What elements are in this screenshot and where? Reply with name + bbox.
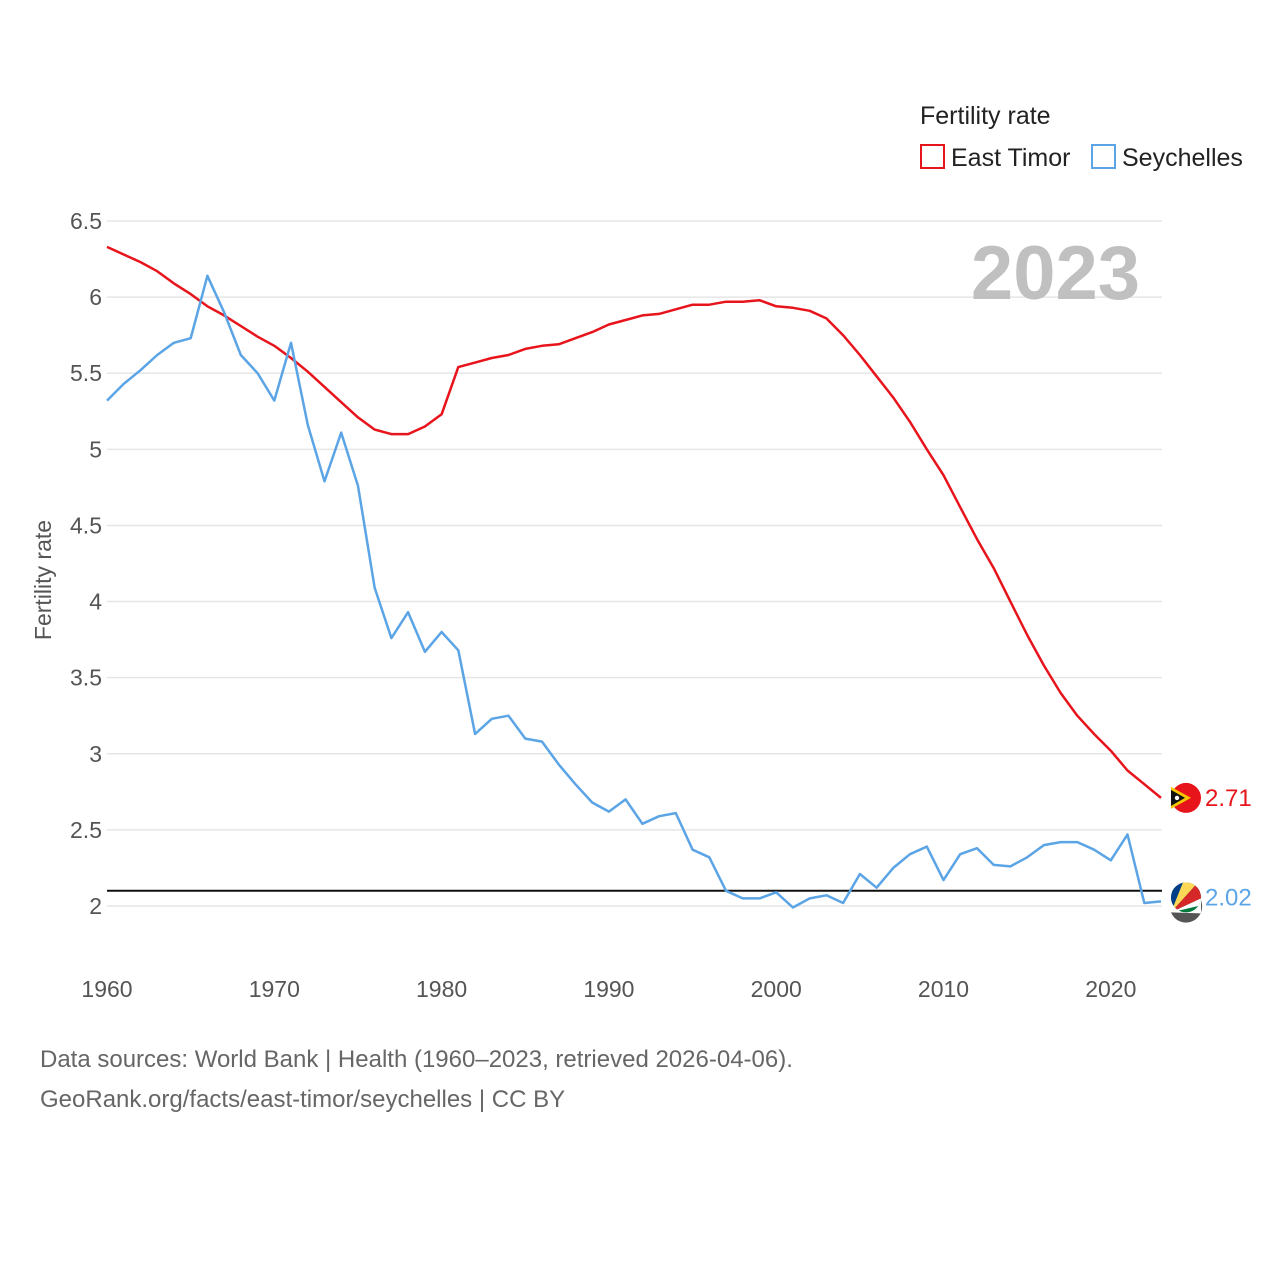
x-tick-label: 1970 bbox=[249, 976, 300, 1002]
y-tick-label: 2 bbox=[89, 893, 102, 919]
source-link[interactable]: GeoRank.org/facts/east-timor/seychelles … bbox=[40, 1086, 566, 1113]
series-layer bbox=[106, 245, 1162, 909]
y-tick-label: 2.5 bbox=[70, 817, 102, 843]
legend-title: Fertility rate bbox=[920, 102, 1051, 130]
year-label: 2023 bbox=[971, 231, 1140, 316]
y-tick-label: 5.5 bbox=[70, 360, 102, 386]
x-tick-label: 2010 bbox=[918, 976, 969, 1002]
x-tick-label: 1960 bbox=[81, 976, 132, 1002]
x-tick-label: 1990 bbox=[583, 976, 634, 1002]
east-timor-end-value: 2.71 bbox=[1205, 785, 1252, 812]
legend: Fertility rate East Timor Seychelles bbox=[920, 102, 1243, 172]
end-markers: 2.71 2.02 bbox=[1171, 782, 1252, 923]
data-sources-text: Data sources: World Bank | Health (1960–… bbox=[40, 1046, 793, 1073]
legend-label-east-timor: East Timor bbox=[951, 144, 1070, 172]
seychelles-flag-icon bbox=[1171, 882, 1203, 923]
y-tick-label: 4 bbox=[89, 589, 102, 615]
y-tick-label: 6 bbox=[89, 284, 102, 310]
east-timor-flag-icon bbox=[1171, 782, 1201, 813]
y-tick-label: 4.5 bbox=[70, 512, 102, 538]
series-line-seychelles[interactable] bbox=[106, 274, 1162, 909]
y-tick-label: 3.5 bbox=[70, 665, 102, 691]
gridlines bbox=[107, 220, 1162, 907]
legend-label-seychelles: Seychelles bbox=[1122, 144, 1243, 172]
y-tick-label: 6.5 bbox=[70, 208, 102, 234]
series-line-east-timor[interactable] bbox=[106, 245, 1162, 799]
x-tick-label: 1980 bbox=[416, 976, 467, 1002]
seychelles-end-value: 2.02 bbox=[1205, 884, 1252, 911]
y-tick-label: 3 bbox=[89, 741, 102, 767]
x-tick-label: 2020 bbox=[1085, 976, 1136, 1002]
legend-swatch-east-timor[interactable] bbox=[920, 144, 945, 169]
x-axis-ticks: 1960 1970 1980 1990 2000 2010 2020 bbox=[81, 976, 1136, 1002]
legend-swatch-seychelles[interactable] bbox=[1091, 144, 1116, 169]
x-tick-label: 2000 bbox=[751, 976, 802, 1002]
chart-svg: 2 2.5 3 3.5 4 4.5 5 5.5 6 6.5 1960 1970 1980 1990 200… bbox=[30, 102, 1252, 1002]
y-tick-label: 5 bbox=[89, 436, 102, 462]
y-axis-title: Fertility rate bbox=[30, 520, 56, 640]
y-axis-ticks: 2 2.5 3 3.5 4 4.5 5 5.5 6 6.5 bbox=[70, 208, 102, 919]
